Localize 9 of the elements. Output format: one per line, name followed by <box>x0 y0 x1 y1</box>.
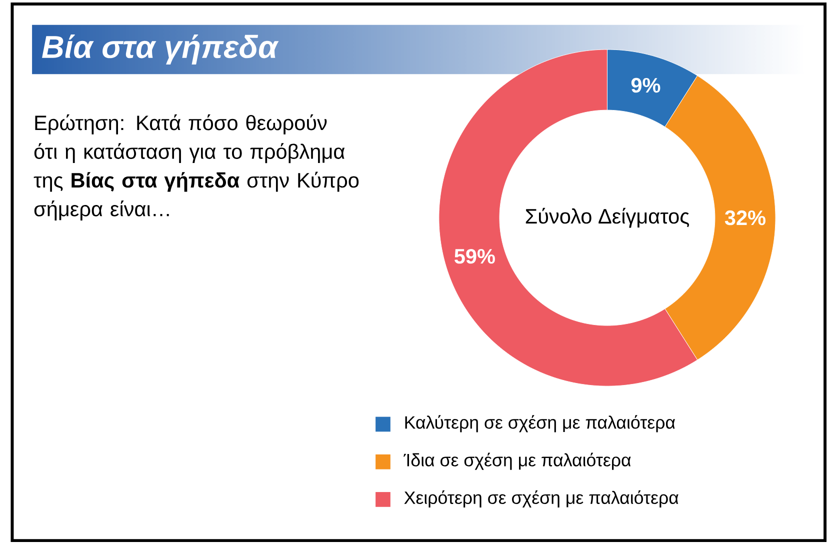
text: Ερώτηση: Κατά πόσο θεωρούν ότι η κατάσταση για το πρόβλημα της Βίας στα γήπεδα στην Κύπρο σήμερα είναι… <box>34 114 359 221</box>
text: Σύνολο Δείγματος <box>526 208 690 228</box>
legend-label: Χειρότερη σε σχέση με παλαιότερα <box>404 490 678 508</box>
legend-label: Ίδια σε σχέση με παλαιότερα <box>404 453 631 470</box>
chart-title: Βία στα γήπεδα <box>42 34 279 65</box>
data-label: 32% <box>724 210 766 226</box>
legend-label: Καλύτερη σε σχέση με παλαιότερα <box>405 415 676 433</box>
data-label: 9% <box>631 78 660 93</box>
data-label: 59% <box>454 249 495 264</box>
